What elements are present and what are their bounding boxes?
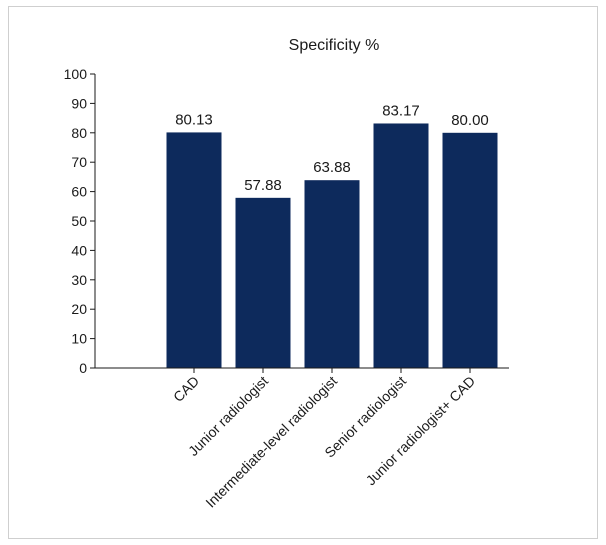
bar: [166, 132, 222, 368]
data-label: 83.17: [382, 102, 420, 119]
y-tick-label: 50: [71, 213, 87, 229]
bar: [373, 123, 429, 369]
y-tick-label: 20: [71, 301, 87, 317]
x-tick-label: Intermediate-level radiologist: [202, 373, 340, 511]
y-axis: 0 10 20 30 40 50 60 70 80 90 100: [64, 66, 96, 376]
data-labels-group: 80.13 57.88 63.88 83.17 80.00: [175, 102, 489, 193]
bar: [235, 197, 291, 368]
y-tick-label: 60: [71, 184, 87, 200]
y-tick-label: 90: [71, 95, 87, 111]
y-tick-label: 70: [71, 154, 87, 170]
y-tick-label: 100: [64, 66, 88, 82]
bar: [442, 132, 498, 368]
data-label: 57.88: [244, 177, 282, 194]
y-tick-label: 80: [71, 125, 87, 141]
bar: [304, 180, 360, 368]
x-tick-label: CAD: [170, 373, 202, 405]
chart-frame: Specificity % 0 10 20 30 40 50 60 70 80 90 100 80.…: [8, 6, 598, 539]
bar-chart: Specificity % 0 10 20 30 40 50 60 70 80 90 100 80.…: [64, 37, 509, 511]
y-tick-label: 40: [71, 242, 87, 258]
y-tick-label: 10: [71, 331, 87, 347]
data-label: 63.88: [313, 159, 351, 176]
bars-group: [166, 123, 498, 369]
chart-title: Specificity %: [289, 37, 380, 54]
y-tick-label: 30: [71, 272, 87, 288]
y-tick-label: 0: [79, 360, 87, 376]
data-label: 80.13: [175, 111, 213, 128]
data-label: 80.00: [451, 112, 489, 129]
